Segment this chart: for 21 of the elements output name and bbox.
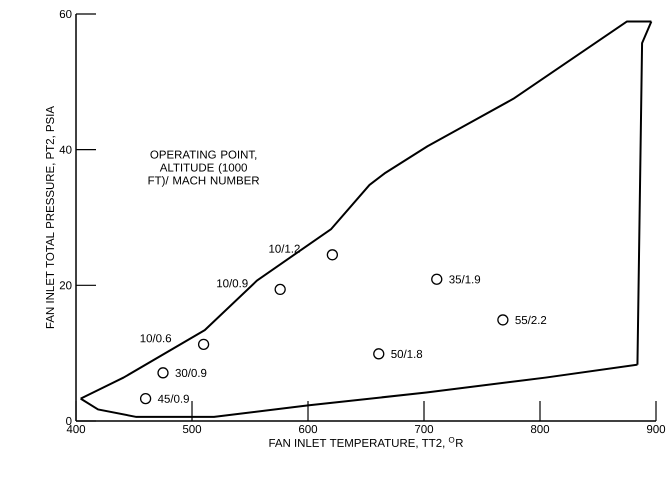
x-tick-label: 700 (415, 425, 434, 434)
annotation: 35/1.9 (449, 275, 480, 284)
x-tick-label: 900 (646, 425, 666, 434)
x-tick-label: 500 (182, 425, 202, 434)
annotation: 10/0.9 (217, 278, 248, 288)
y-tick-label: 60 (60, 10, 72, 18)
y-tick-label: 40 (60, 146, 72, 154)
y-axis-title: FAN INLET TOTAL PRESSURE, PT2, PSIA (46, 106, 56, 328)
annotation: 30/0.9 (175, 368, 206, 378)
annotation: 45/0.9 (158, 394, 189, 403)
x-tick-label: 800 (530, 425, 550, 434)
x-tick-label: 400 (66, 425, 86, 434)
annotation: 10/0.6 (140, 334, 172, 342)
y-tick-label: 20 (60, 281, 72, 290)
x-tick-label: 600 (299, 425, 318, 434)
annotation: OPERATING POINT, ALTITUDE (1000 FT)/ MACH NUMBER (148, 150, 260, 187)
x-axis-title: FAN INLET TEMPERATURE, TT2, $^{O}$R (269, 436, 463, 448)
annotation: 50/1.8 (391, 350, 422, 358)
annotation: 55/2.2 (515, 316, 546, 324)
annotation: 10/1.2 (269, 244, 300, 253)
y-tick-label: 0 (66, 416, 72, 426)
